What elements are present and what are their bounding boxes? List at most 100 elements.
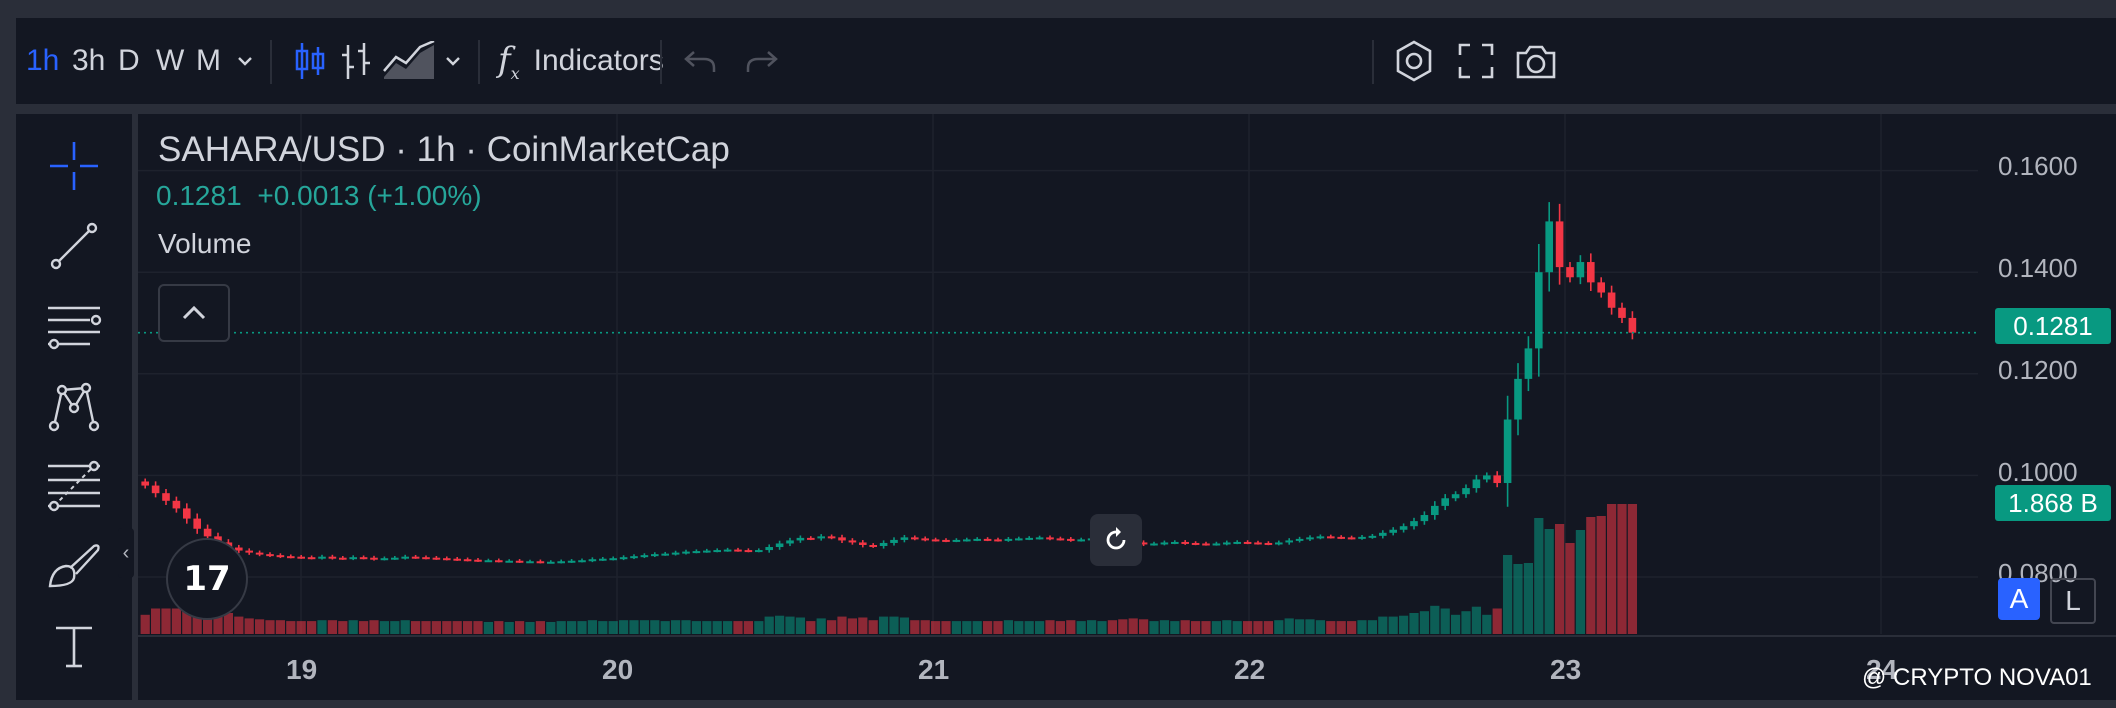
candle-body	[838, 537, 846, 541]
volume-bar	[1419, 611, 1429, 634]
candle-body	[1306, 537, 1314, 540]
candle-body	[1337, 536, 1345, 539]
volume-legend: Volume	[158, 228, 252, 259]
volume-bar	[671, 620, 681, 634]
volume-bar	[1107, 620, 1117, 634]
volume-bar	[1492, 608, 1502, 634]
volume-bar	[1045, 620, 1055, 634]
volume-bar	[972, 621, 982, 634]
candle-body	[1472, 479, 1481, 489]
volume-bar	[764, 616, 774, 634]
volume-bar	[1170, 621, 1180, 634]
candle-body	[619, 557, 628, 560]
candle-body	[1139, 542, 1148, 545]
volume-bar	[1284, 618, 1294, 634]
undo-icon[interactable]	[682, 18, 718, 104]
candle-body	[952, 539, 961, 542]
interval-d[interactable]: D	[118, 44, 140, 77]
candle-body	[911, 537, 919, 540]
sidebar-collapse-handle[interactable]: ‹	[118, 528, 134, 578]
volume-bar	[1409, 613, 1419, 634]
volume-bar	[327, 620, 337, 634]
volume-bar	[1128, 618, 1138, 634]
fullscreen-icon[interactable]	[1456, 18, 1496, 104]
chart-pane[interactable]: SAHARA/USD · 1h · CoinMarketCap 0.1281 +…	[138, 114, 2116, 700]
candle-body	[703, 550, 711, 553]
candle-body	[380, 558, 389, 561]
volume-bar	[1014, 621, 1024, 634]
legend-price: 0.1281	[156, 180, 242, 211]
interval-dropdown-chevron-down-icon[interactable]	[234, 18, 256, 104]
horizontal-lines-icon[interactable]	[46, 298, 102, 354]
candle-body	[900, 537, 909, 540]
volume-bar	[639, 620, 649, 634]
settings-icon[interactable]	[1392, 18, 1436, 104]
interval-m[interactable]: M	[196, 44, 221, 77]
area-chart-icon[interactable]	[382, 18, 436, 104]
legend-change: +0.0013 (+1.00%)	[257, 180, 482, 211]
crosshair-icon[interactable]	[46, 138, 102, 194]
volume-bar	[785, 616, 795, 634]
volume-bar	[1305, 619, 1315, 634]
volume-bar	[983, 621, 993, 634]
volume-bar	[369, 620, 379, 634]
candle-body	[817, 536, 825, 539]
reset-chart-icon[interactable]	[1090, 514, 1142, 566]
text-icon[interactable]	[46, 618, 102, 674]
auto-scale-button[interactable]: A	[1998, 578, 2040, 620]
volume-bar	[504, 622, 514, 634]
volume-bar	[577, 621, 587, 634]
tradingview-logo[interactable]: 17	[166, 538, 248, 620]
volume-bar	[847, 618, 857, 634]
interval-3h[interactable]: 3h	[72, 44, 106, 77]
volume-bar	[1565, 543, 1575, 634]
candle-body	[807, 537, 815, 540]
volume-bar	[317, 620, 327, 634]
volume-bar	[889, 616, 899, 634]
log-scale-button[interactable]: L	[2050, 578, 2096, 624]
volume-bar	[1482, 614, 1492, 634]
candlestick-icon[interactable]	[292, 18, 328, 104]
brush-icon[interactable]	[46, 538, 102, 594]
interval-w[interactable]: W	[156, 44, 185, 77]
volume-bar	[161, 608, 171, 634]
volume-bar	[1024, 621, 1034, 634]
last-volume-label: 1.868 B	[1995, 485, 2111, 521]
volume-bar	[827, 620, 837, 634]
candle-body	[1171, 541, 1179, 544]
volume-bar	[171, 608, 181, 634]
indicators-button[interactable]: fx Indicators	[498, 18, 664, 104]
collapse-legend-chevron-up-icon[interactable]	[158, 284, 230, 342]
candle-body	[609, 558, 617, 561]
volume-bar	[629, 620, 639, 634]
pattern-icon[interactable]	[46, 378, 102, 434]
volume-bar	[275, 620, 285, 634]
volume-bar	[255, 619, 265, 634]
camera-icon[interactable]	[1514, 18, 1558, 104]
volume-bar	[650, 620, 660, 634]
volume-bar	[1222, 620, 1232, 634]
trendline-icon[interactable]	[46, 218, 102, 274]
volume-bar	[1399, 615, 1409, 634]
candle-body	[484, 560, 493, 563]
fib-icon[interactable]	[46, 458, 102, 514]
candle-body	[495, 560, 503, 563]
candle-body	[640, 555, 649, 558]
price-change: 0.1281 +0.0013 (+1.00%)	[156, 180, 482, 212]
candle-body	[255, 552, 264, 555]
volume-bar	[795, 617, 805, 634]
interval-1h[interactable]: 1h	[26, 44, 60, 77]
chart-type-chevron-down-icon[interactable]	[442, 18, 464, 104]
volume-bar	[1451, 614, 1461, 634]
volume-bar	[567, 621, 577, 634]
candle-body	[1389, 529, 1397, 533]
chart-grid	[138, 114, 2116, 637]
volume-bar	[1055, 621, 1065, 634]
candle-body	[422, 557, 430, 560]
volume-bar	[775, 615, 785, 634]
volume-bar	[1243, 621, 1253, 634]
bar-chart-icon[interactable]	[338, 18, 374, 104]
redo-icon[interactable]	[744, 18, 780, 104]
candle-body	[1628, 317, 1637, 333]
volume-bar	[182, 604, 192, 634]
